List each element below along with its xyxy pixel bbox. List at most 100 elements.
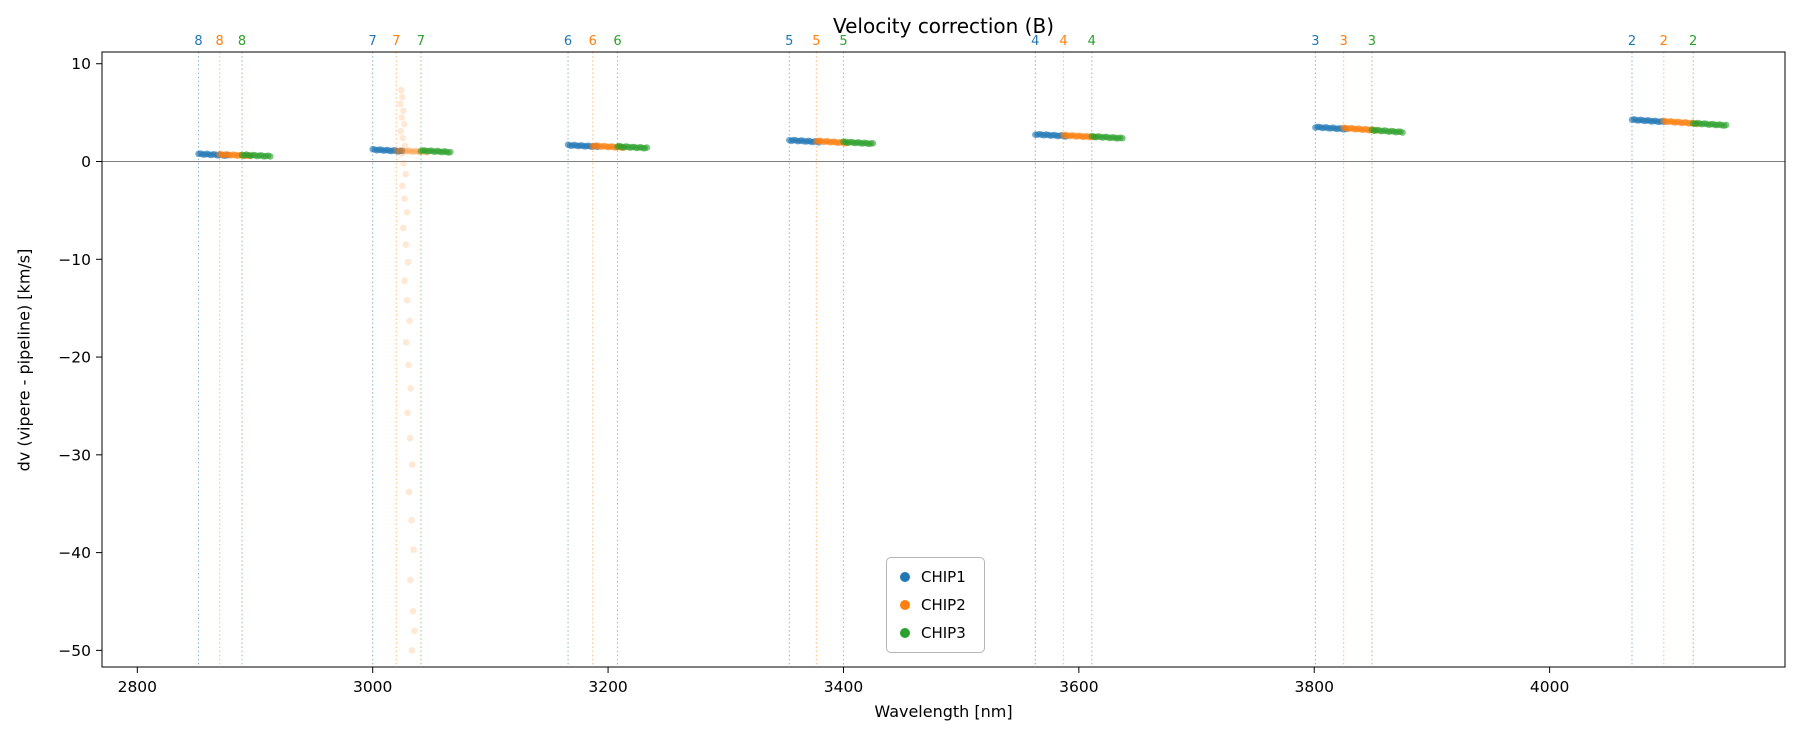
outlier-point	[402, 241, 410, 248]
order-label-7-chip2: 7	[392, 34, 400, 49]
x-tick-label: 2800	[118, 678, 157, 696]
x-axis-ticks: 2800 3000 3200 3400 3600 3800 4000	[118, 667, 1569, 696]
y-tick-label: −20	[58, 349, 91, 367]
outlier-point	[397, 86, 405, 94]
chip1-points-order-7	[369, 145, 406, 155]
outlier-point	[397, 100, 404, 108]
data-point	[401, 148, 409, 155]
legend-label-chip1: CHIP1	[921, 568, 966, 586]
outlier-point	[399, 134, 407, 142]
outlier-point	[404, 258, 412, 266]
order-3-group: 3 3 3	[1311, 34, 1376, 667]
order-label-7-chip1: 7	[369, 34, 377, 49]
outlier-point	[403, 209, 411, 216]
chart-title: Velocity correction (B)	[833, 14, 1054, 38]
data-point	[398, 147, 406, 155]
chip3-points-order-6	[614, 142, 651, 152]
outlier-point	[410, 546, 417, 553]
legend-marker-chip2-icon	[900, 600, 910, 610]
order-label-4-chip2: 4	[1059, 34, 1067, 49]
outlier-point	[401, 277, 408, 285]
y-tick-label: 10	[71, 55, 91, 73]
y-tick-label: 0	[81, 153, 91, 171]
plot-frame	[101, 51, 1786, 668]
data-point	[869, 140, 877, 147]
data-point	[267, 153, 274, 160]
chip1-points-order-2	[1628, 116, 1668, 126]
outlier-point	[398, 93, 406, 101]
data-point	[406, 147, 413, 154]
outlier-point	[403, 297, 411, 304]
order-label-8-chip2: 8	[216, 34, 224, 49]
data-point	[447, 148, 454, 156]
order-label-5-chip3: 5	[839, 34, 847, 49]
order-label-3-chip1: 3	[1311, 34, 1319, 49]
data-point	[403, 147, 411, 155]
order-label-3-chip2: 3	[1340, 34, 1348, 49]
data-point	[392, 147, 400, 154]
order-label-6-chip2: 6	[589, 34, 597, 49]
outlier-point	[401, 195, 408, 202]
data-point	[410, 148, 418, 155]
order-label-8-chip1: 8	[194, 34, 202, 49]
y-tick-label: −40	[58, 544, 91, 562]
data-point	[395, 147, 402, 155]
order-label-2-chip1: 2	[1628, 34, 1636, 49]
legend-item-chip1: CHIP1	[900, 568, 966, 586]
order-label-7-chip3: 7	[417, 34, 425, 49]
x-tick-label: 3600	[1059, 678, 1098, 696]
outlier-point	[411, 627, 418, 635]
data-point	[643, 144, 651, 151]
order-label-3-chip3: 3	[1368, 34, 1376, 49]
chip3-points-order-2	[1689, 119, 1730, 129]
outlier-point	[408, 461, 416, 468]
outlier-point	[404, 409, 411, 417]
y-tick-label: −10	[58, 251, 91, 269]
legend-item-chip2: CHIP2	[900, 596, 966, 614]
x-tick-label: 4000	[1530, 678, 1569, 696]
legend: CHIP1 CHIP2 CHIP3	[886, 557, 985, 653]
chip3-points-order-8	[238, 151, 274, 160]
outlier-point	[402, 339, 410, 346]
y-axis-ticks: 10 0 −10 −20 −30 −40 −50	[58, 55, 102, 660]
chip3-points-order-3	[1368, 126, 1406, 136]
order-4-group: 4 4 4	[1031, 34, 1096, 667]
order-label-6-chip3: 6	[613, 34, 621, 49]
chip3-points-order-4	[1088, 132, 1126, 142]
order-label-5-chip1: 5	[785, 34, 793, 49]
x-tick-label: 3400	[824, 678, 863, 696]
order-2-group: 2 2 2	[1628, 34, 1697, 667]
x-tick-label: 3200	[588, 678, 627, 696]
outlier-point	[400, 121, 408, 128]
data-point	[399, 147, 407, 154]
chip3-points-order-7	[417, 147, 454, 156]
x-axis-label: Wavelength [nm]	[874, 702, 1013, 721]
outlier-point	[397, 127, 405, 135]
legend-marker-chip3-icon	[900, 628, 910, 638]
y-axis-label: dv (vipere - pipeline) [km/s]	[14, 248, 34, 472]
data-point	[1722, 121, 1730, 129]
order-5-group: 5 5 5	[785, 34, 848, 667]
outlier-point	[401, 142, 409, 150]
legend-label-chip2: CHIP2	[921, 596, 966, 614]
outlier-point	[400, 107, 407, 114]
x-tick-label: 3000	[353, 678, 392, 696]
outlier-point	[405, 361, 412, 369]
data-point	[397, 147, 404, 154]
outlier-point	[406, 434, 414, 442]
data-point	[408, 148, 415, 155]
legend-item-chip3: CHIP3	[900, 624, 966, 642]
x-tick-label: 3800	[1295, 678, 1334, 696]
order-6-group: 6 6 6	[564, 34, 622, 667]
data-point	[412, 147, 420, 155]
data-point	[1119, 134, 1126, 142]
order-label-4-chip1: 4	[1031, 34, 1039, 49]
y-tick-label: −30	[58, 446, 91, 464]
order-label-5-chip2: 5	[812, 34, 820, 49]
legend-marker-chip1-icon	[900, 572, 910, 582]
chip2-points-order-3	[1340, 124, 1379, 134]
outlier-point	[399, 224, 407, 232]
